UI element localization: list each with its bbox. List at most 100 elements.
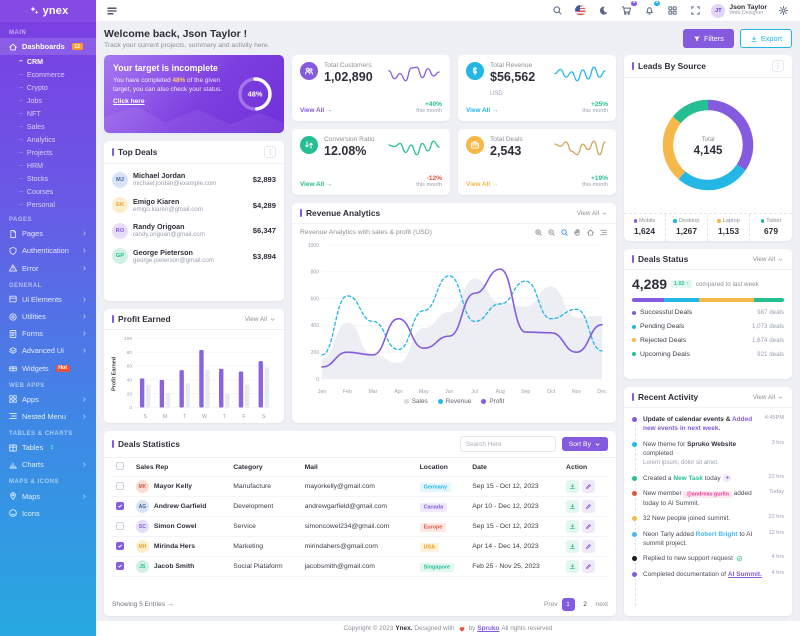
- sidebar-item-error[interactable]: Error: [0, 260, 96, 277]
- sidebar-item-pages[interactable]: Pages: [0, 225, 96, 242]
- leads-menu-icon[interactable]: [772, 60, 784, 72]
- sidebar-subitem-courses[interactable]: – Courses: [0, 185, 96, 198]
- column-mail[interactable]: Mail: [300, 458, 416, 477]
- sidebar-subitem-crypto[interactable]: – Crypto: [0, 81, 96, 94]
- column-action[interactable]: Action: [562, 458, 608, 477]
- edit-action-button[interactable]: [582, 500, 596, 513]
- legend-dot: [437, 399, 443, 404]
- selection-zoom-icon[interactable]: [560, 228, 569, 237]
- rep-name: Mayor Kelly: [153, 483, 192, 490]
- cart-icon[interactable]: 5: [619, 0, 638, 18]
- download-action-button[interactable]: [566, 560, 580, 573]
- legend-dot: [481, 399, 487, 404]
- edit-action-button[interactable]: [582, 540, 596, 553]
- menu-toggle-icon[interactable]: [106, 5, 118, 17]
- sidebar-subitem-nft[interactable]: – NFT: [0, 107, 96, 120]
- panning-icon[interactable]: [573, 228, 582, 237]
- page-2[interactable]: 2: [583, 601, 587, 608]
- prev-page[interactable]: Prev: [543, 601, 558, 608]
- settings-icon[interactable]: [776, 4, 790, 18]
- header-checkbox[interactable]: [116, 462, 124, 470]
- row-checkbox[interactable]: [116, 481, 124, 490]
- sidebar-item-dashboards[interactable]: Dashboards 12: [0, 38, 96, 56]
- edit-action-button[interactable]: [582, 520, 596, 533]
- top-deal-row[interactable]: RO Randy Origoan randy.origoan@gmail.com $6…: [112, 218, 276, 244]
- download-action-button[interactable]: [566, 520, 580, 533]
- legend-item-revenue[interactable]: Revenue: [437, 398, 471, 405]
- brand-logo[interactable]: ynex: [0, 0, 96, 22]
- language-flag-icon[interactable]: [573, 4, 587, 18]
- target-click-here-link[interactable]: Click here: [113, 97, 145, 105]
- dark-mode-icon[interactable]: [596, 4, 610, 18]
- column-sales-rep[interactable]: Sales Rep: [131, 458, 230, 477]
- top-deal-row[interactable]: EK Emigo Kiaren emigo.kiaren@gmail.com $4,2…: [112, 193, 276, 219]
- edit-action-button[interactable]: [582, 560, 596, 573]
- sidebar-subitem-label: Analytics: [26, 135, 56, 144]
- notifications-icon[interactable]: 3: [642, 0, 661, 18]
- stat-view-all[interactable]: View All →: [300, 107, 333, 114]
- filters-button[interactable]: Filters: [683, 29, 734, 48]
- svg-text:48%: 48%: [248, 90, 263, 99]
- fullscreen-icon[interactable]: [688, 4, 702, 18]
- stat-view-all[interactable]: View All →: [466, 107, 499, 114]
- top-deals-menu-icon[interactable]: [264, 146, 276, 158]
- stat-view-all[interactable]: View All →: [466, 181, 499, 188]
- revenue-view-all[interactable]: View All: [577, 210, 608, 217]
- apps-grid-icon[interactable]: [665, 4, 679, 18]
- download-action-button[interactable]: [566, 480, 580, 493]
- sidebar-subitem-crm[interactable]: – CRM: [0, 55, 96, 68]
- sidebar-subitem-projects[interactable]: – Projects: [0, 146, 96, 159]
- legend-item-profit[interactable]: Profit: [481, 398, 504, 405]
- row-checkbox[interactable]: [116, 562, 124, 570]
- sidebar-item-nested-menu[interactable]: Nested Menu: [0, 408, 96, 425]
- zoom-in-icon[interactable]: [534, 228, 543, 237]
- recent-activity-view-all[interactable]: View All: [753, 394, 784, 401]
- column-category[interactable]: Category: [229, 458, 301, 477]
- sidebar-subitem-sales[interactable]: – Sales: [0, 120, 96, 133]
- sidebar-subitem-jobs[interactable]: – Jobs: [0, 94, 96, 107]
- reset-zoom-icon[interactable]: [586, 228, 595, 237]
- download-action-button[interactable]: [566, 540, 580, 553]
- legend-item-sales[interactable]: Sales: [403, 398, 428, 405]
- download-action-button[interactable]: [566, 500, 580, 513]
- sort-by-button[interactable]: Sort By: [561, 437, 608, 451]
- table-search-input[interactable]: [459, 436, 556, 452]
- top-deal-row[interactable]: GP George Pieterson george.pieterson@gmail…: [112, 244, 276, 270]
- column-date[interactable]: Date: [468, 458, 563, 477]
- sidebar-subitem-ecommerce[interactable]: – Ecommerce: [0, 68, 96, 81]
- sidebar-item-tables[interactable]: Tables 3: [0, 439, 96, 456]
- top-deal-row[interactable]: MJ Michael Jordan michael.jordan@example.c…: [112, 167, 276, 193]
- search-icon[interactable]: [550, 4, 564, 18]
- row-checkbox[interactable]: [116, 521, 124, 530]
- sidebar-item-utilities[interactable]: Utilities: [0, 308, 96, 325]
- sidebar-item-icons[interactable]: Icons: [0, 505, 96, 522]
- column-location[interactable]: Location: [415, 458, 469, 477]
- spruko-link[interactable]: Spruko: [477, 625, 500, 632]
- sidebar-item-charts[interactable]: Charts: [0, 456, 96, 473]
- export-button[interactable]: Export: [739, 29, 792, 48]
- next-page[interactable]: next: [595, 601, 608, 608]
- edit-action-button[interactable]: [582, 480, 596, 493]
- profit-view-all[interactable]: View All: [245, 316, 276, 323]
- sidebar-item-ui-elements[interactable]: Ui Elements: [0, 291, 96, 308]
- user-menu[interactable]: JT Json Taylor Web Designer: [711, 3, 767, 18]
- sidebar-item-advanced-ui[interactable]: Advanced Ui: [0, 342, 96, 359]
- sidebar-item-apps[interactable]: Apps: [0, 391, 96, 408]
- sidebar-item-forms[interactable]: Forms: [0, 325, 96, 342]
- chart-menu-icon[interactable]: [599, 228, 608, 237]
- row-checkbox[interactable]: [116, 502, 124, 510]
- table-header-checkbox: [112, 458, 132, 477]
- sidebar-subitem-personal[interactable]: – Personal: [0, 198, 96, 211]
- sidebar-item-widgets[interactable]: Widgets Hot: [0, 360, 96, 377]
- zoom-out-icon[interactable]: [547, 228, 556, 237]
- page-1[interactable]: 1: [561, 598, 575, 611]
- row-checkbox[interactable]: [116, 542, 124, 550]
- stat-view-all[interactable]: View All →: [300, 181, 333, 188]
- sidebar-subitem-analytics[interactable]: – Analytics: [0, 133, 96, 146]
- sidebar-item-maps[interactable]: Maps: [0, 487, 96, 504]
- sidebar-subitem-hrm[interactable]: – HRM: [0, 159, 96, 172]
- sidebar-item-authentication[interactable]: Authentication: [0, 242, 96, 259]
- sidebar-subitem-stocks[interactable]: – Stocks: [0, 172, 96, 185]
- deals-status-view-all[interactable]: View All: [753, 256, 784, 263]
- plus-icon[interactable]: [723, 473, 732, 482]
